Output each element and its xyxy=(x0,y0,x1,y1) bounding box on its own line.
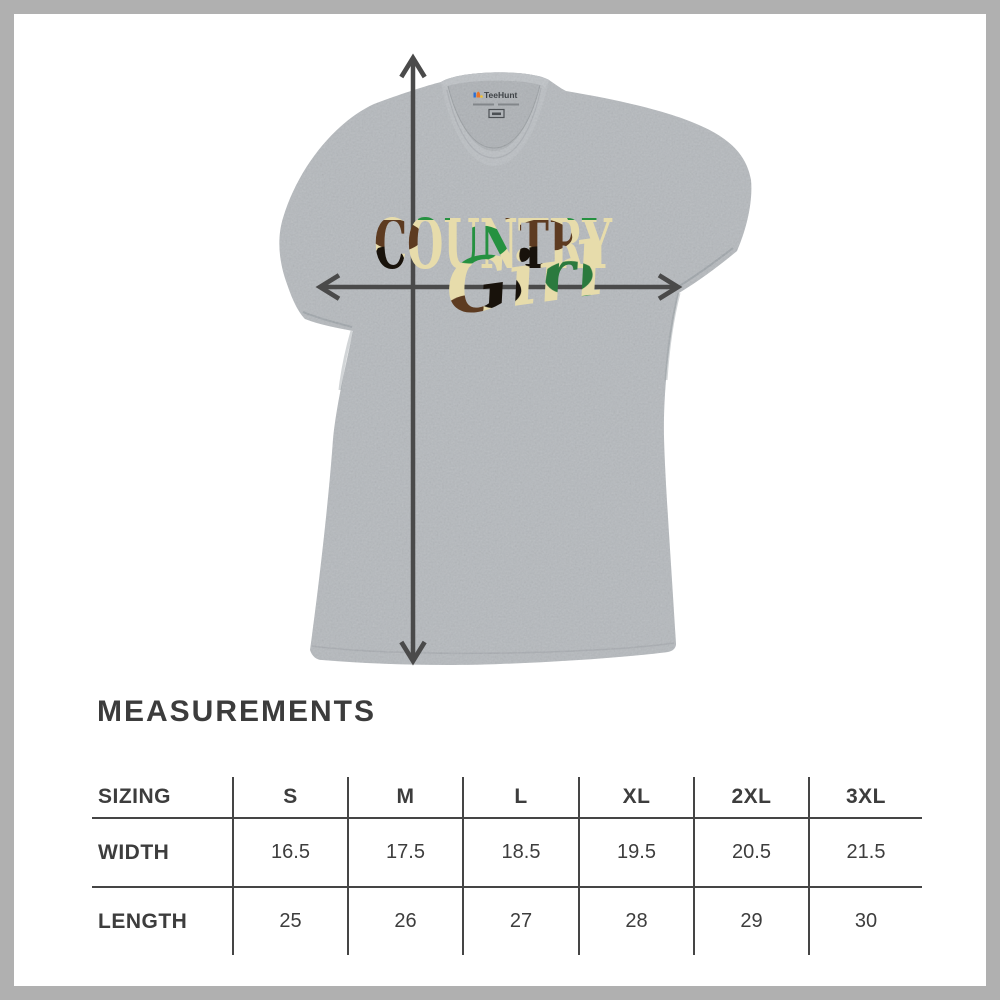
teehunt-logo-icon xyxy=(473,91,483,98)
column-header-2xl: 2XL xyxy=(693,777,808,817)
sizing-table: SIZING S M L XL 2XL 3XL WIDTH 16.5 17.5 … xyxy=(92,777,922,955)
size-tag-text xyxy=(492,112,501,116)
column-header-s: S xyxy=(232,777,347,817)
length-value-2xl: 29 xyxy=(693,886,808,955)
design-text-country: COUNTRY xyxy=(374,205,613,285)
column-header-sizing: SIZING xyxy=(98,785,172,808)
width-value-m: 17.5 xyxy=(347,817,462,886)
length-value-s: 25 xyxy=(232,886,347,955)
tshirt: TeeHunt xyxy=(279,72,752,665)
column-header-m: M xyxy=(347,777,462,817)
width-value-l: 18.5 xyxy=(462,817,578,886)
care-text-line xyxy=(473,103,494,106)
heather-texture xyxy=(279,72,752,665)
row-label-width: WIDTH xyxy=(92,817,232,886)
width-value-2xl: 20.5 xyxy=(693,817,808,886)
width-value-3xl: 21.5 xyxy=(808,817,922,886)
width-value-s: 16.5 xyxy=(232,817,347,886)
care-text-line xyxy=(498,103,519,106)
row-label-length: LENGTH xyxy=(92,886,232,955)
length-value-3xl: 30 xyxy=(808,886,922,955)
page-title: MEASUREMENTS xyxy=(97,695,377,728)
column-header-3xl: 3XL xyxy=(808,777,922,817)
width-value-xl: 19.5 xyxy=(578,817,693,886)
collar-label: TeeHunt xyxy=(473,90,519,119)
length-value-xl: 28 xyxy=(578,886,693,955)
length-value-l: 27 xyxy=(462,886,578,955)
length-value-m: 26 xyxy=(347,886,462,955)
left-underarm-crease xyxy=(338,330,354,391)
column-header-xl: XL xyxy=(578,777,693,817)
brand-label: TeeHunt xyxy=(484,90,518,100)
column-header-l: L xyxy=(462,777,578,817)
